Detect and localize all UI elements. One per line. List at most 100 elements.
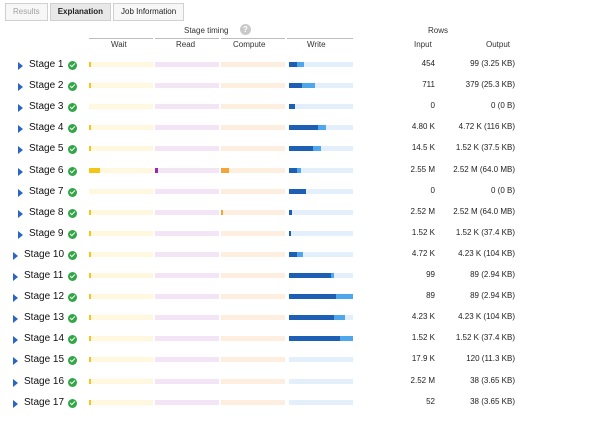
stage-row[interactable]: Stage 1 454 99 (3.25 KB) bbox=[0, 57, 600, 77]
col-divider-read bbox=[155, 38, 219, 39]
wait-bar-fill bbox=[89, 357, 91, 363]
stage-row[interactable]: Stage 13 4.23 K 4.23 K (104 KB) bbox=[0, 310, 600, 330]
stage-timing-header: Stage timing bbox=[184, 26, 229, 35]
stage-row[interactable]: Stage 6 2.55 M 2.52 M (64.0 MB) bbox=[0, 163, 600, 183]
expand-triangle-icon[interactable] bbox=[13, 294, 18, 303]
stage-name[interactable]: Stage 15 bbox=[24, 354, 65, 366]
compute-bar-fill bbox=[221, 167, 229, 173]
stage-row[interactable]: Stage 7 0 0 (0 B) bbox=[0, 184, 600, 204]
status-check-icon bbox=[68, 166, 77, 176]
write-bar-avg-fill bbox=[297, 167, 301, 173]
compute-bar-track bbox=[221, 146, 285, 152]
status-check-icon bbox=[68, 314, 77, 324]
input-rows: 4.72 K bbox=[411, 248, 435, 258]
write-bar-track bbox=[289, 273, 353, 278]
status-check-icon bbox=[68, 229, 77, 239]
wait-bar-fill bbox=[89, 399, 91, 405]
stage-name[interactable]: Stage 5 bbox=[29, 143, 64, 155]
expand-triangle-icon[interactable] bbox=[18, 188, 23, 197]
col-read: Read bbox=[176, 40, 196, 49]
stage-name[interactable]: Stage 3 bbox=[29, 101, 64, 113]
stage-row[interactable]: Stage 3 0 0 (0 B) bbox=[0, 99, 600, 119]
stage-row[interactable]: Stage 8 2.52 M 2.52 M (64.0 MB) bbox=[0, 205, 600, 225]
compute-bar-track bbox=[221, 378, 285, 384]
stage-name[interactable]: Stage 17 bbox=[24, 396, 65, 408]
wait-bar-fill bbox=[89, 167, 100, 173]
write-bar-track bbox=[289, 357, 353, 363]
stage-name[interactable]: Stage 16 bbox=[24, 375, 65, 387]
write-bar-fill bbox=[289, 251, 297, 257]
expand-triangle-icon[interactable] bbox=[13, 378, 18, 387]
wait-bar-track bbox=[89, 125, 153, 131]
read-bar-track bbox=[155, 167, 219, 173]
expand-triangle-icon[interactable] bbox=[18, 167, 23, 176]
stage-name[interactable]: Stage 6 bbox=[29, 164, 64, 176]
input-rows: 1.52 K bbox=[411, 227, 435, 237]
expand-triangle-icon[interactable] bbox=[13, 336, 18, 345]
col-divider-wait bbox=[89, 38, 153, 39]
input-rows: 2.52 M bbox=[410, 206, 435, 216]
expand-triangle-icon[interactable] bbox=[13, 357, 18, 366]
stage-name[interactable]: Stage 8 bbox=[29, 206, 64, 218]
status-check-icon bbox=[68, 293, 77, 303]
read-bar-track bbox=[155, 336, 219, 342]
compute-bar-track bbox=[221, 315, 285, 321]
tab-results[interactable]: Results bbox=[5, 3, 48, 21]
write-bar-track bbox=[289, 125, 353, 131]
wait-bar-fill bbox=[89, 125, 91, 131]
expand-triangle-icon[interactable] bbox=[13, 399, 18, 408]
expand-triangle-icon[interactable] bbox=[13, 315, 18, 324]
stage-row[interactable]: Stage 16 2.52 M 38 (3.65 KB) bbox=[0, 374, 600, 394]
write-bar-track bbox=[289, 315, 353, 321]
stage-name[interactable]: Stage 4 bbox=[29, 122, 64, 134]
stage-name[interactable]: Stage 9 bbox=[29, 227, 64, 239]
input-rows: 1.52 K bbox=[411, 333, 435, 343]
stage-name[interactable]: Stage 12 bbox=[24, 291, 65, 303]
stage-name[interactable]: Stage 13 bbox=[24, 312, 65, 324]
write-bar-avg-fill bbox=[330, 273, 334, 278]
wait-bar-track bbox=[89, 167, 153, 173]
stage-name[interactable]: Stage 7 bbox=[29, 185, 64, 197]
compute-bar-track bbox=[221, 336, 285, 342]
stage-row[interactable]: Stage 9 1.52 K 1.52 K (37.4 KB) bbox=[0, 226, 600, 246]
help-icon[interactable]: ? bbox=[240, 24, 251, 35]
expand-triangle-icon[interactable] bbox=[18, 62, 23, 70]
stage-name[interactable]: Stage 1 bbox=[29, 59, 64, 70]
stage-row[interactable]: Stage 4 4.80 K 4.72 K (116 KB) bbox=[0, 120, 600, 140]
stage-name[interactable]: Stage 10 bbox=[24, 248, 65, 260]
read-bar-track bbox=[155, 315, 219, 321]
write-bar-fill bbox=[289, 294, 336, 300]
write-bar-track bbox=[289, 188, 353, 194]
read-bar-track bbox=[155, 209, 219, 215]
stage-row[interactable]: Stage 14 1.52 K 1.52 K (37.4 KB) bbox=[0, 331, 600, 351]
tab-job-information[interactable]: Job Information bbox=[113, 3, 185, 21]
expand-triangle-icon[interactable] bbox=[18, 209, 23, 218]
output-rows: 379 (25.3 KB) bbox=[465, 80, 515, 90]
stage-name[interactable]: Stage 14 bbox=[24, 333, 65, 345]
expand-triangle-icon[interactable] bbox=[18, 125, 23, 134]
stage-name[interactable]: Stage 2 bbox=[29, 80, 64, 92]
col-wait: Wait bbox=[111, 40, 127, 49]
stage-row[interactable]: Stage 15 17.9 K 120 (11.3 KB) bbox=[0, 352, 600, 372]
expand-triangle-icon[interactable] bbox=[18, 83, 23, 92]
expand-triangle-icon[interactable] bbox=[13, 251, 18, 260]
expand-triangle-icon[interactable] bbox=[18, 104, 23, 113]
stage-row[interactable]: Stage 2 711 379 (25.3 KB) bbox=[0, 78, 600, 98]
wait-bar-fill bbox=[89, 146, 91, 152]
write-bar-fill bbox=[289, 188, 307, 194]
stage-name[interactable]: Stage 11 bbox=[24, 270, 64, 281]
wait-bar-fill bbox=[89, 378, 91, 384]
expand-triangle-icon[interactable] bbox=[18, 230, 23, 239]
stage-row[interactable]: Stage 12 89 89 (2.94 KB) bbox=[0, 289, 600, 309]
stage-row[interactable]: Stage 17 52 38 (3.65 KB) bbox=[0, 395, 600, 415]
wait-bar-track bbox=[89, 378, 153, 384]
expand-triangle-icon[interactable] bbox=[13, 273, 18, 281]
stage-row[interactable]: Stage 5 14.5 K 1.52 K (37.5 KB) bbox=[0, 141, 600, 161]
tab-explanation[interactable]: Explanation bbox=[49, 3, 112, 21]
expand-triangle-icon[interactable] bbox=[18, 146, 23, 155]
stage-row[interactable]: Stage 11 99 89 (2.94 KB) bbox=[0, 268, 600, 288]
write-bar-fill bbox=[289, 273, 331, 278]
wait-bar-track bbox=[89, 315, 153, 321]
wait-bar-track bbox=[89, 188, 153, 194]
stage-row[interactable]: Stage 10 4.72 K 4.23 K (104 KB) bbox=[0, 247, 600, 267]
